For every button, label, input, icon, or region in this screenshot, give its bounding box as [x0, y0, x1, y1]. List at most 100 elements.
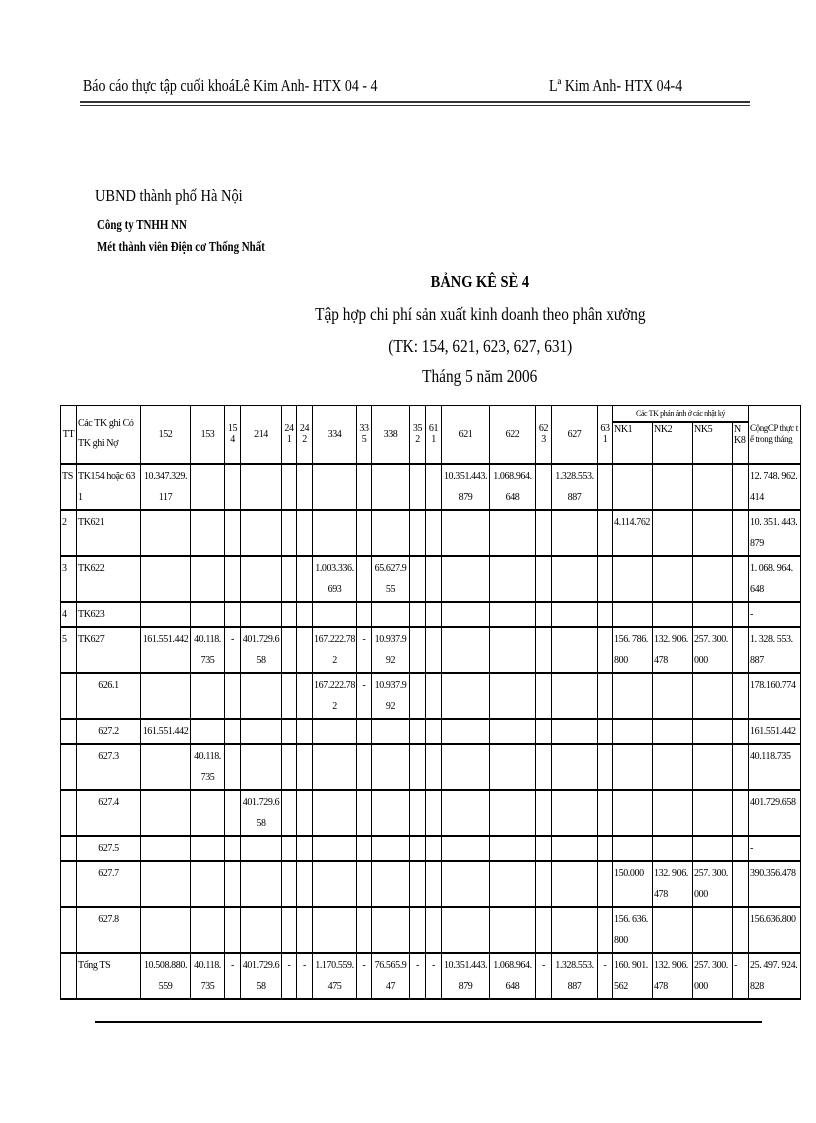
- table-cell: [425, 789, 442, 836]
- document-accounts-text: (TK: 154, 621, 623, 627, 631): [387, 336, 572, 356]
- header-account-352: 352: [409, 405, 426, 464]
- org-line-1: UBND thành phố Hà Nội: [95, 186, 243, 205]
- table-cell: [409, 906, 426, 953]
- table-cell: [652, 463, 693, 510]
- table-cell: [240, 672, 282, 719]
- table-cell: [296, 601, 313, 627]
- table-cell: [535, 672, 552, 719]
- table-cell: [551, 601, 598, 627]
- table-cell: [190, 509, 225, 556]
- table-cell: [296, 743, 313, 790]
- header-account-621: 621: [441, 405, 490, 464]
- table-cell: [409, 860, 426, 907]
- table-cell: [425, 626, 442, 673]
- table-cell: 161.551.442: [140, 626, 191, 673]
- table-cell: 40.118.735: [748, 743, 801, 790]
- table-cell: [312, 789, 357, 836]
- table-cell: [140, 860, 191, 907]
- document-subtitle: Tập hợp chi phí sản xuất kinh doanh theo…: [200, 304, 760, 325]
- table-cell: 1.003.336.693: [312, 555, 357, 602]
- table-cell: [140, 509, 191, 556]
- table-cell: 40.118.735: [190, 743, 225, 790]
- table-cell: [489, 789, 536, 836]
- table-cell: 257. 300. 000: [692, 952, 733, 999]
- table-cell: [652, 906, 693, 953]
- row-label: 627.8: [76, 906, 141, 953]
- table-cell: [597, 509, 613, 556]
- table-cell: [732, 835, 749, 861]
- table-cell: [240, 718, 282, 744]
- table-cell: [409, 626, 426, 673]
- table-cell: [296, 626, 313, 673]
- table-row: 627.5 -: [60, 835, 801, 861]
- table-cell: [692, 743, 733, 790]
- table-cell: [551, 718, 598, 744]
- table-cell: [597, 906, 613, 953]
- table-cell: 76.565.947: [371, 952, 410, 999]
- header-account-152: 152: [140, 405, 191, 464]
- table-header-subrow: NK1 NK2 NK5 NK8: [60, 421, 801, 464]
- table-cell: [425, 743, 442, 790]
- table-cell: [224, 718, 241, 744]
- table-cell: [551, 906, 598, 953]
- table-cell: 150.000: [612, 860, 653, 907]
- table-cell: 1.170.559.475: [312, 952, 357, 999]
- row-number: [60, 835, 77, 861]
- row-label: Tổng TS: [76, 952, 141, 999]
- table-cell: -: [281, 952, 297, 999]
- table-cell: [441, 906, 490, 953]
- table-cell: [371, 718, 410, 744]
- row-number: [60, 789, 77, 836]
- table-row: 3 TK622 1.003.336.693 65.627.955 1. 068. 964…: [60, 555, 801, 602]
- table-cell: [190, 718, 225, 744]
- row-label: 627.5: [76, 835, 141, 861]
- table-cell: [612, 743, 653, 790]
- table-cell: [425, 555, 442, 602]
- table-cell: 167.222.782: [312, 626, 357, 673]
- header-account-242: 242: [296, 405, 313, 464]
- table-cell: [597, 672, 613, 719]
- table-cell: [535, 743, 552, 790]
- table-cell: [612, 601, 653, 627]
- row-label: 627.4: [76, 789, 141, 836]
- header-account-631: 631: [597, 405, 613, 464]
- table-row: 5 TK627 161.551.442 40.118.735-401.729.658 1…: [60, 626, 801, 673]
- table-cell: [692, 835, 733, 861]
- table-cell: [732, 718, 749, 744]
- header-journal-nk8: NK8: [732, 421, 749, 464]
- document-subtitle-text: Tập hợp chi phí sản xuất kinh doanh theo…: [314, 304, 646, 324]
- table-cell: 40.118.735: [190, 626, 225, 673]
- table-cell: [489, 626, 536, 673]
- table-header-row: TT Các TK ghi Có TK ghi Nợ 152 153 154 214 241…: [60, 405, 801, 464]
- table-cell: [612, 672, 653, 719]
- table-cell: [371, 463, 410, 510]
- table-cell: [356, 743, 372, 790]
- row-number: 2: [60, 509, 77, 556]
- header-account-214: 214: [240, 405, 282, 464]
- table-row: 627.7 150.000 132. 906. 478 257. 300. 000 39…: [60, 860, 801, 907]
- table-cell: [425, 835, 442, 861]
- table-cell: [652, 509, 693, 556]
- table-cell: [140, 906, 191, 953]
- table-cell: [732, 789, 749, 836]
- header-tt: TT: [60, 405, 77, 464]
- table-cell: 1.068.964.648: [489, 463, 536, 510]
- table-cell: [732, 860, 749, 907]
- table-cell: [281, 835, 297, 861]
- table-cell: [652, 789, 693, 836]
- table-cell: [409, 555, 426, 602]
- table-cell: [652, 743, 693, 790]
- table-cell: [224, 672, 241, 719]
- header-journal-nk5: NK5: [692, 421, 733, 464]
- header-account-627: 627: [551, 405, 598, 464]
- table-cell: 161.551.442: [140, 718, 191, 744]
- table-cell: 156. 636. 800: [612, 906, 653, 953]
- table-row: 4 TK623 -: [60, 601, 801, 627]
- table-cell: 1.068.964.648: [489, 952, 536, 999]
- table-cell: [296, 463, 313, 510]
- table-cell: [441, 718, 490, 744]
- table-cell: [296, 555, 313, 602]
- table-cell: [371, 509, 410, 556]
- table-cell: [551, 789, 598, 836]
- table-cell: [240, 509, 282, 556]
